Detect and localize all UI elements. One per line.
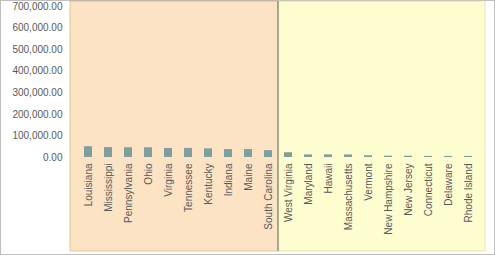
svg-text:Delaware: Delaware (443, 163, 454, 206)
svg-text:300,000.00: 300,000.00 (12, 87, 62, 98)
svg-text:Ohio: Ohio (143, 163, 154, 185)
svg-text:Rhode Island: Rhode Island (463, 164, 474, 223)
svg-text:New Jersey: New Jersey (403, 164, 414, 216)
svg-text:Massachusetts: Massachusetts (343, 164, 354, 231)
svg-text:0.00: 0.00 (43, 152, 63, 163)
svg-text:New Hampshire: New Hampshire (383, 163, 394, 235)
svg-text:Maryland: Maryland (303, 164, 314, 205)
svg-text:Louisiana: Louisiana (83, 163, 94, 206)
svg-text:700,000.00: 700,000.00 (12, 1, 62, 12)
svg-text:Indiana: Indiana (223, 163, 234, 196)
svg-text:Connecticut: Connecticut (423, 163, 434, 216)
svg-text:South Carolina: South Carolina (263, 163, 274, 230)
svg-text:West Virginia: West Virginia (283, 163, 294, 222)
svg-text:Mississippi: Mississippi (103, 164, 114, 212)
svg-text:600,000.00: 600,000.00 (12, 22, 62, 33)
svg-text:Maine: Maine (243, 163, 254, 191)
svg-text:200,000.00: 200,000.00 (12, 109, 62, 120)
svg-text:400,000.00: 400,000.00 (12, 65, 62, 76)
svg-text:Tennessee: Tennessee (183, 163, 194, 212)
svg-text:500,000.00: 500,000.00 (12, 44, 62, 55)
svg-text:Pennsylvania: Pennsylvania (123, 163, 134, 223)
svg-text:Virginia: Virginia (163, 163, 174, 197)
svg-text:Vermont: Vermont (363, 163, 374, 200)
svg-text:100,000.00: 100,000.00 (12, 130, 62, 141)
svg-text:Hawaii: Hawaii (323, 164, 334, 194)
svg-text:Kentucky: Kentucky (203, 164, 214, 205)
